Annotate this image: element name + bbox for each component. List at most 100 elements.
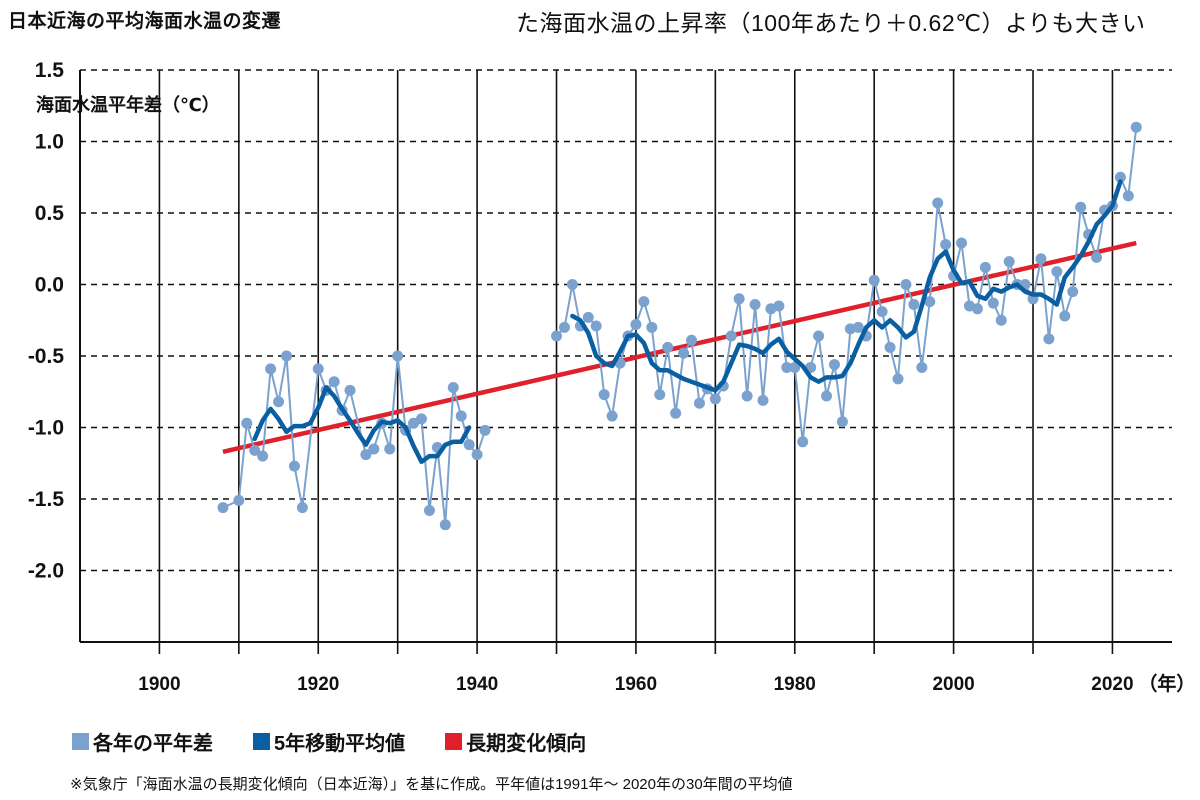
annual-data-point [273, 396, 285, 408]
x-tick-label: 1980 [774, 674, 816, 695]
annual-data-point [900, 279, 912, 290]
annual-data-point [598, 389, 610, 401]
x-axis-unit-label: （年） [1138, 672, 1195, 695]
annual-data-point [979, 261, 991, 273]
trend-line [222, 240, 1137, 455]
annual-data-point [876, 306, 888, 318]
annual-data-point [725, 330, 737, 342]
y-tick-label: -1.5 [28, 488, 65, 511]
annual-data-point [987, 297, 999, 309]
chart-title: 日本近海の平均海面水温の変遷 [8, 11, 282, 32]
annual-data-point [773, 300, 785, 312]
annual-data-point [971, 303, 983, 315]
legend-label-annual: 各年の平年差 [93, 733, 213, 755]
y-axis-label: 海面水温平年差（℃） [36, 94, 220, 115]
annual-data-point [940, 238, 952, 250]
annual-data-point [693, 397, 705, 409]
annual-data-point [1059, 310, 1071, 322]
annual-data-point [852, 321, 864, 333]
annual-anomaly-series [217, 121, 1142, 531]
annual-data-point [344, 384, 356, 396]
y-tick-label: -2.0 [28, 560, 64, 583]
annual-data-point [368, 443, 380, 455]
moving-average-line [252, 385, 472, 465]
x-tick-label: 2020 [1091, 674, 1133, 695]
annual-data-point [1043, 333, 1055, 345]
x-tick-labels: 1900 1920 1940 1960 1980 2000 2020 （年） [138, 672, 1195, 695]
annual-data-point [781, 361, 793, 373]
annual-data-point [678, 347, 690, 359]
annual-data-point [1091, 251, 1103, 263]
y-tick-label: 0.5 [35, 202, 65, 225]
annual-data-point [471, 449, 483, 461]
annual-data-point [582, 311, 594, 323]
annual-data-point [757, 394, 769, 406]
annual-series-line [555, 127, 1138, 442]
x-tick-label: 2000 [932, 674, 974, 695]
annual-data-point [566, 279, 578, 290]
annual-data-point [1067, 286, 1079, 298]
annual-data-point [280, 350, 292, 362]
annual-data-point [654, 389, 666, 401]
legend-item-moving-average: 5年移動平均値 [253, 727, 405, 756]
annual-data-point [384, 443, 396, 455]
annual-data-point [749, 299, 761, 311]
annual-data-point [813, 330, 825, 342]
annual-data-point [1075, 201, 1087, 213]
annual-data-point [241, 417, 253, 429]
annual-data-point [638, 296, 650, 308]
annual-data-point [733, 293, 745, 305]
annual-data-point [670, 407, 682, 419]
annual-data-point [463, 439, 475, 451]
x-tick-label: 1920 [297, 674, 339, 695]
annual-data-point [908, 299, 920, 311]
legend-swatch-moving-average [253, 733, 270, 750]
y-tick-labels: 1.5 1.0 0.5 0.0 -0.5 -1.0 -1.5 -2.0 [28, 59, 65, 583]
y-tick-label: -0.5 [28, 345, 65, 368]
annual-data-point [884, 341, 896, 353]
legend-label-moving-average: 5年移動平均値 [274, 733, 406, 755]
x-tick-label: 1900 [138, 674, 180, 695]
annual-data-point [1122, 190, 1134, 202]
annual-data-point [916, 361, 928, 373]
annual-data-point [821, 390, 833, 402]
annual-data-point [868, 274, 880, 286]
annual-data-point [646, 321, 658, 333]
annual-data-point [709, 393, 721, 405]
trend-line-segment [222, 240, 1137, 455]
legend-swatch-annual [72, 733, 89, 750]
y-tick-label: -1.0 [28, 417, 64, 440]
annual-data-point [1130, 121, 1142, 133]
annual-data-point [296, 502, 308, 514]
chart-area: 1.5 1.0 0.5 0.0 -0.5 -1.0 -1.5 -2.0 1900 1920 194… [28, 59, 1196, 695]
annual-data-point [455, 410, 467, 422]
y-tick-label: 0.0 [35, 274, 64, 297]
legend-swatch-trend [445, 733, 463, 750]
annual-data-point [797, 436, 809, 448]
annual-data-point [551, 330, 563, 342]
annual-data-point [956, 237, 968, 249]
annual-data-point [217, 502, 229, 514]
legend-label-trend: 長期変化傾向 [466, 733, 587, 755]
horizontal-gridlines [80, 69, 1172, 572]
annual-data-point [423, 504, 435, 516]
source-note: ※気象庁「海面水温の長期変化傾向（日本近海）」を基に作成。平年値は1991年～ … [70, 776, 793, 793]
axes [79, 70, 1172, 643]
y-tick-label: 1.0 [35, 131, 64, 154]
annual-data-point [439, 519, 451, 531]
annual-data-point [392, 350, 404, 362]
annual-data-point [924, 296, 936, 308]
annual-data-point [265, 363, 277, 375]
annual-data-point [590, 320, 602, 332]
y-tick-label: 1.5 [35, 59, 65, 82]
annual-data-point [249, 444, 261, 456]
moving-average-series [252, 179, 1123, 465]
annual-data-point [662, 341, 674, 353]
annual-data-point [257, 450, 269, 462]
annual-data-point [836, 416, 848, 428]
annual-data-point [1051, 266, 1063, 278]
annual-data-point [447, 381, 459, 393]
annual-data-point [415, 413, 427, 425]
x-tick-label: 1940 [456, 674, 498, 695]
annual-data-point [606, 410, 618, 422]
